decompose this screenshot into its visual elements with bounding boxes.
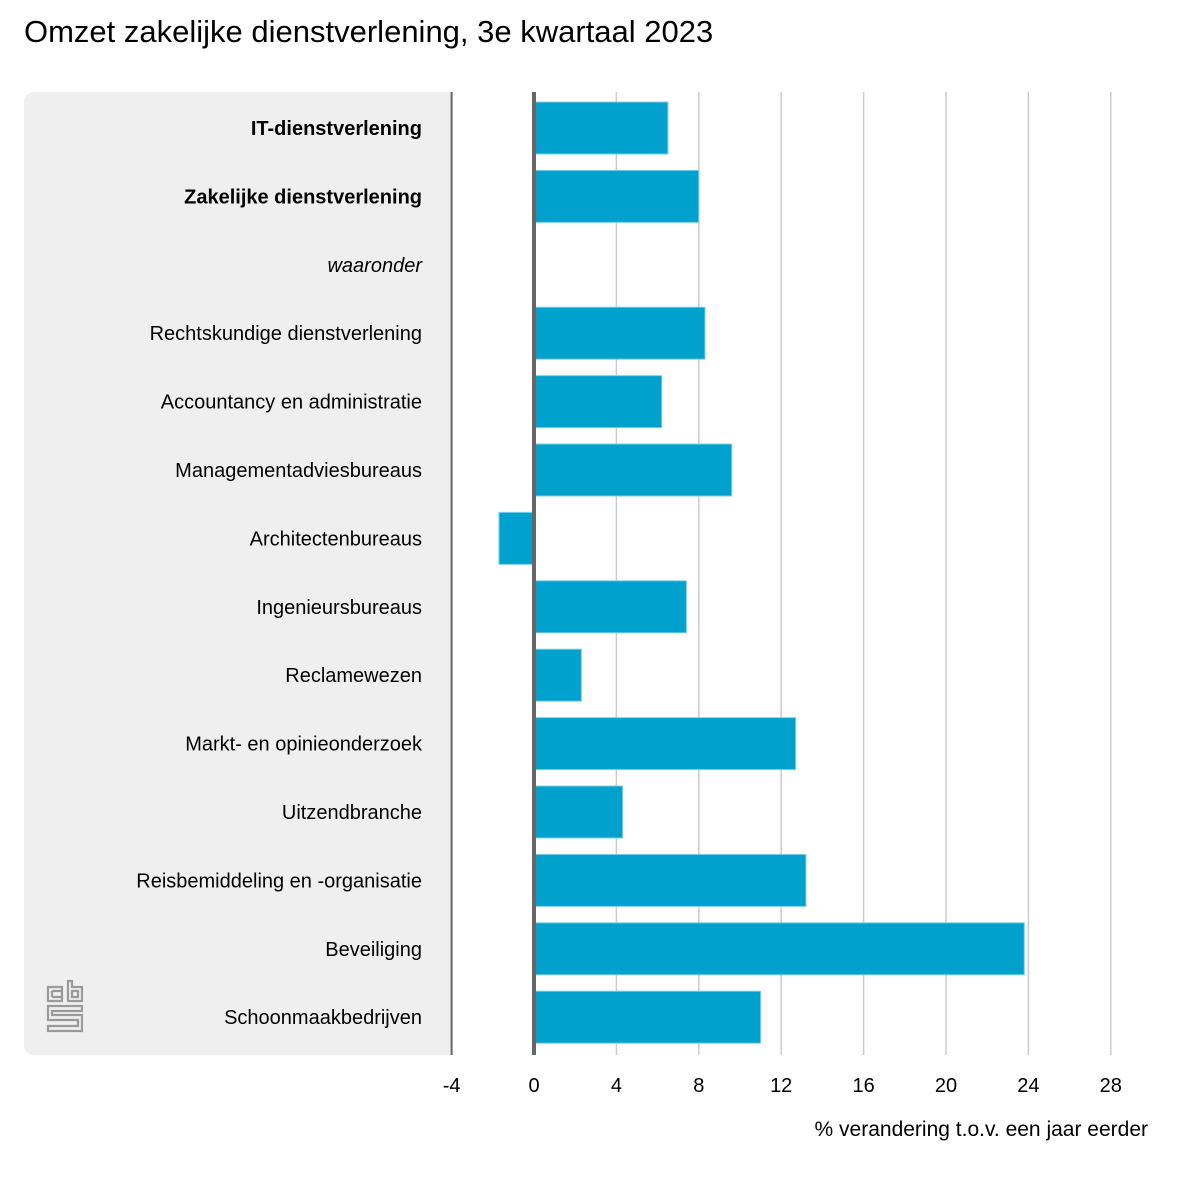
x-axis-label: % verandering t.o.v. een jaar eerder <box>815 1118 1148 1141</box>
x-tick-label: 24 <box>1017 1075 1039 1097</box>
category-label: Zakelijke dienstverlening <box>184 186 422 208</box>
bar <box>533 785 624 839</box>
bar <box>533 717 797 771</box>
category-label: Markt- en opinieonderzoek <box>185 734 423 756</box>
bar <box>533 853 807 907</box>
category-label: Rechtskundige dienstverlening <box>150 323 422 345</box>
bar <box>533 990 762 1044</box>
bar <box>533 443 733 497</box>
category-label: Architectenbureaus <box>250 528 422 550</box>
bar <box>533 306 706 360</box>
category-label: waaronder <box>327 255 423 277</box>
x-tick-label: 28 <box>1100 1075 1122 1097</box>
bar <box>533 169 700 223</box>
x-tick-label: 4 <box>611 1075 622 1097</box>
category-label: Beveiliging <box>325 939 422 961</box>
category-label: Accountancy en administratie <box>161 392 422 414</box>
category-label: IT-dienstverlening <box>251 118 422 140</box>
category-label: Ingenieursbureaus <box>256 597 422 619</box>
bar <box>533 101 669 155</box>
cbs-logo-icon <box>46 979 84 1033</box>
x-tick-label: 20 <box>935 1075 957 1097</box>
bar <box>498 511 535 565</box>
category-label: Managementadviesbureaus <box>175 460 422 482</box>
category-label: Uitzendbranche <box>282 802 422 824</box>
x-tick-label: 8 <box>693 1075 704 1097</box>
category-label: Schoonmaakbedrijven <box>224 1007 422 1029</box>
x-tick-label: 12 <box>770 1075 792 1097</box>
category-label: Reisbemiddeling en -organisatie <box>136 870 422 892</box>
x-tick-label: 16 <box>852 1075 874 1097</box>
x-tick-label: 0 <box>528 1075 539 1097</box>
category-label: Reclamewezen <box>285 665 422 687</box>
x-tick-label: -4 <box>443 1075 461 1097</box>
chart-title: Omzet zakelijke dienstverlening, 3e kwar… <box>24 14 714 49</box>
label-panel <box>24 92 451 1055</box>
bar <box>533 648 582 702</box>
bar <box>533 375 663 429</box>
bar <box>533 580 687 634</box>
bar <box>533 922 1025 976</box>
